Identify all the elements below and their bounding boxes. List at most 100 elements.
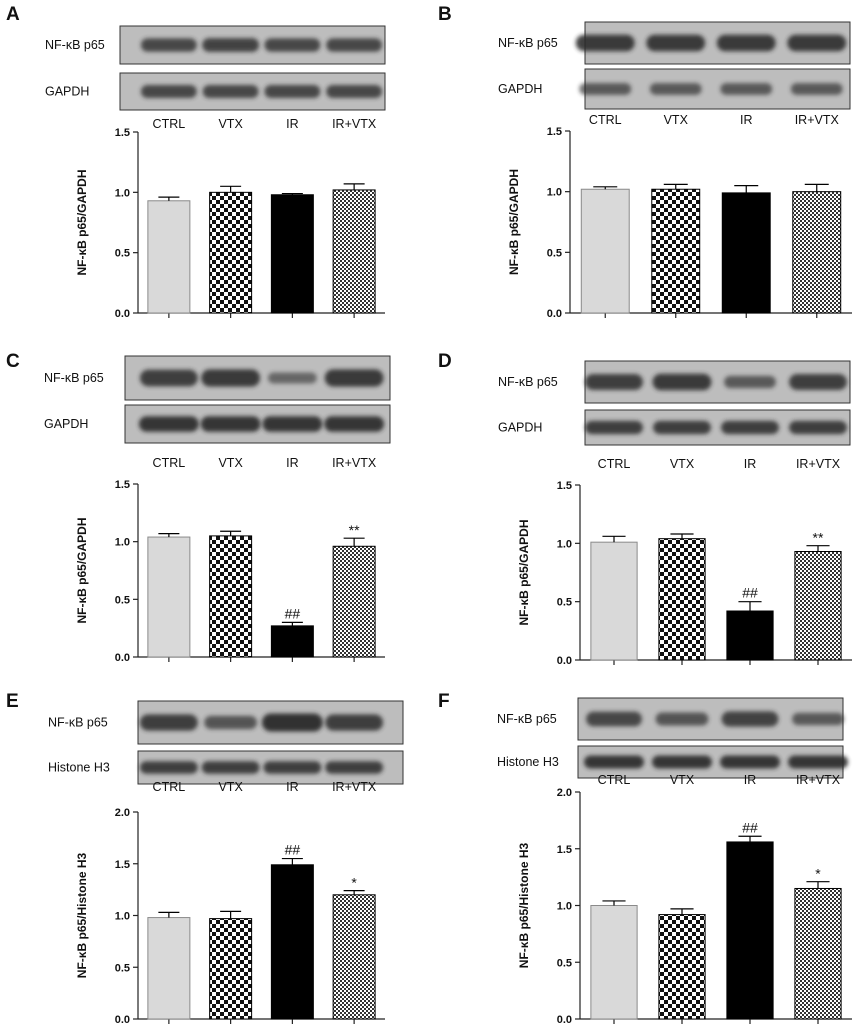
- blot-band: [202, 85, 259, 98]
- blot-label: NF-κB p65: [498, 36, 558, 50]
- lane-label-ir-vtx: IR+VTX: [796, 773, 841, 787]
- panel-e: E NF-κB p65 Histone H3 CTRL VTX IR IR+VTX 0.0 0.…: [6, 691, 404, 1026]
- y-axis-label: NF-κB p65/Histone H3: [517, 842, 531, 968]
- lane-label-vtx: VTX: [218, 780, 243, 794]
- blot-band: [324, 369, 384, 387]
- blot-label: Histone H3: [48, 761, 110, 775]
- blot-label: NF-κB p65: [45, 38, 105, 52]
- lane-label-ir: IR: [286, 780, 299, 794]
- bar-ctrl: [580, 188, 630, 314]
- blot-label: GAPDH: [44, 417, 88, 431]
- blot-strip-gapdh: [119, 72, 386, 111]
- significance-star: **: [813, 530, 824, 546]
- blot-band: [789, 420, 847, 435]
- blot-band: [264, 38, 321, 52]
- lane-label-ir-vtx: IR+VTX: [795, 113, 840, 127]
- lane-label-vtx: VTX: [670, 457, 695, 471]
- blot-band: [653, 420, 711, 435]
- bar-ir: [270, 194, 314, 314]
- y-tick-label: 1.0: [557, 538, 572, 550]
- bar-ir-vtx: [794, 887, 842, 1020]
- blot-band: [575, 34, 635, 52]
- blot-band: [325, 761, 384, 774]
- blot-band: [326, 38, 383, 52]
- blot-strip-nf-b-p65: [137, 700, 404, 745]
- y-tick-label: 0.0: [115, 652, 130, 664]
- blot-strip-nf-b-p65: [577, 697, 844, 741]
- y-tick-label: 0.5: [557, 957, 572, 969]
- y-axis-label: NF-κB p65/GAPDH: [75, 517, 89, 623]
- y-tick-label: 1.0: [115, 187, 130, 199]
- bar-ir: [726, 841, 774, 1020]
- lane-label-ir-vtx: IR+VTX: [332, 456, 377, 470]
- lane-label-ir-vtx: IR+VTX: [796, 457, 841, 471]
- blot-band: [585, 374, 643, 390]
- bar-ctrl: [147, 200, 191, 314]
- blot-band: [268, 372, 317, 384]
- blot-strip-histone-h3: [577, 745, 848, 779]
- y-tick-label: 0.5: [115, 248, 130, 260]
- blot-label: GAPDH: [45, 85, 89, 99]
- blot-strip-gapdh: [579, 68, 851, 110]
- y-tick-label: 1.5: [115, 127, 130, 139]
- blot-band: [324, 416, 385, 432]
- bar-vtx: [209, 191, 253, 314]
- lane-label-ir: IR: [286, 456, 299, 470]
- blot-band: [792, 712, 844, 726]
- lane-label-ir-vtx: IR+VTX: [332, 117, 377, 131]
- bar-vtx: [658, 914, 706, 1020]
- bar-ir-vtx: [332, 894, 376, 1020]
- blot-strip-nf-b-p65: [124, 355, 391, 401]
- bar-ir: [721, 192, 771, 314]
- panel-letter: B: [438, 4, 452, 25]
- blot-band: [261, 713, 323, 732]
- panel-letter: E: [6, 691, 19, 712]
- panel-a: A NF-κB p65 GAPDH CTRL VTX IR IR+VTX 0.0 0.5 1.0 1…: [6, 4, 386, 320]
- lane-label-vtx: VTX: [218, 456, 243, 470]
- blot-strip-gapdh: [584, 409, 851, 446]
- y-tick-label: 2.0: [115, 807, 130, 819]
- y-tick-label: 1.5: [115, 859, 130, 871]
- blot-band: [789, 374, 847, 390]
- blot-band: [201, 369, 261, 387]
- y-tick-label: 1.0: [557, 901, 572, 913]
- y-tick-label: 0.5: [557, 597, 572, 609]
- y-axis-label: NF-κB p65/Histone H3: [75, 852, 89, 978]
- lane-label-ir: IR: [740, 113, 753, 127]
- blot-band: [264, 85, 321, 98]
- blot-strip-nf-b-p65: [575, 21, 851, 65]
- panel-letter: D: [438, 351, 452, 372]
- y-tick-label: 1.5: [557, 480, 572, 492]
- blot-band: [720, 83, 773, 95]
- significance-star: **: [349, 522, 360, 538]
- y-tick-label: 0.5: [115, 594, 130, 606]
- significance-star: *: [815, 866, 821, 882]
- y-tick-label: 0.0: [547, 308, 562, 320]
- significance-hash: ##: [742, 585, 758, 601]
- y-tick-label: 2.0: [557, 787, 572, 799]
- significance-hash: ##: [285, 605, 301, 621]
- blot-band: [579, 83, 632, 95]
- y-tick-label: 0.5: [115, 962, 130, 974]
- lane-label-ir: IR: [744, 773, 757, 787]
- lane-label-vtx: VTX: [218, 117, 243, 131]
- bar-ir: [726, 610, 774, 661]
- y-tick-label: 1.0: [115, 537, 130, 549]
- y-axis-label: NF-κB p65/GAPDH: [75, 169, 89, 275]
- lane-label-ctrl: CTRL: [589, 113, 622, 127]
- bar-ctrl: [147, 917, 191, 1020]
- y-axis-label: NF-κB p65/GAPDH: [507, 169, 521, 275]
- y-tick-label: 0.0: [557, 655, 572, 667]
- blot-band: [788, 755, 848, 769]
- blot-band: [655, 712, 709, 726]
- blot-strip-nf-b-p65: [584, 360, 851, 404]
- blot-strip-gapdh: [124, 404, 391, 444]
- y-tick-label: 0.5: [547, 247, 562, 259]
- lane-label-ir-vtx: IR+VTX: [332, 780, 377, 794]
- bar-ir: [270, 864, 314, 1020]
- blot-band: [721, 420, 779, 435]
- lane-label-vtx: VTX: [670, 773, 695, 787]
- blot-label: GAPDH: [498, 421, 542, 435]
- blot-band: [585, 420, 643, 435]
- blot-band: [724, 375, 776, 389]
